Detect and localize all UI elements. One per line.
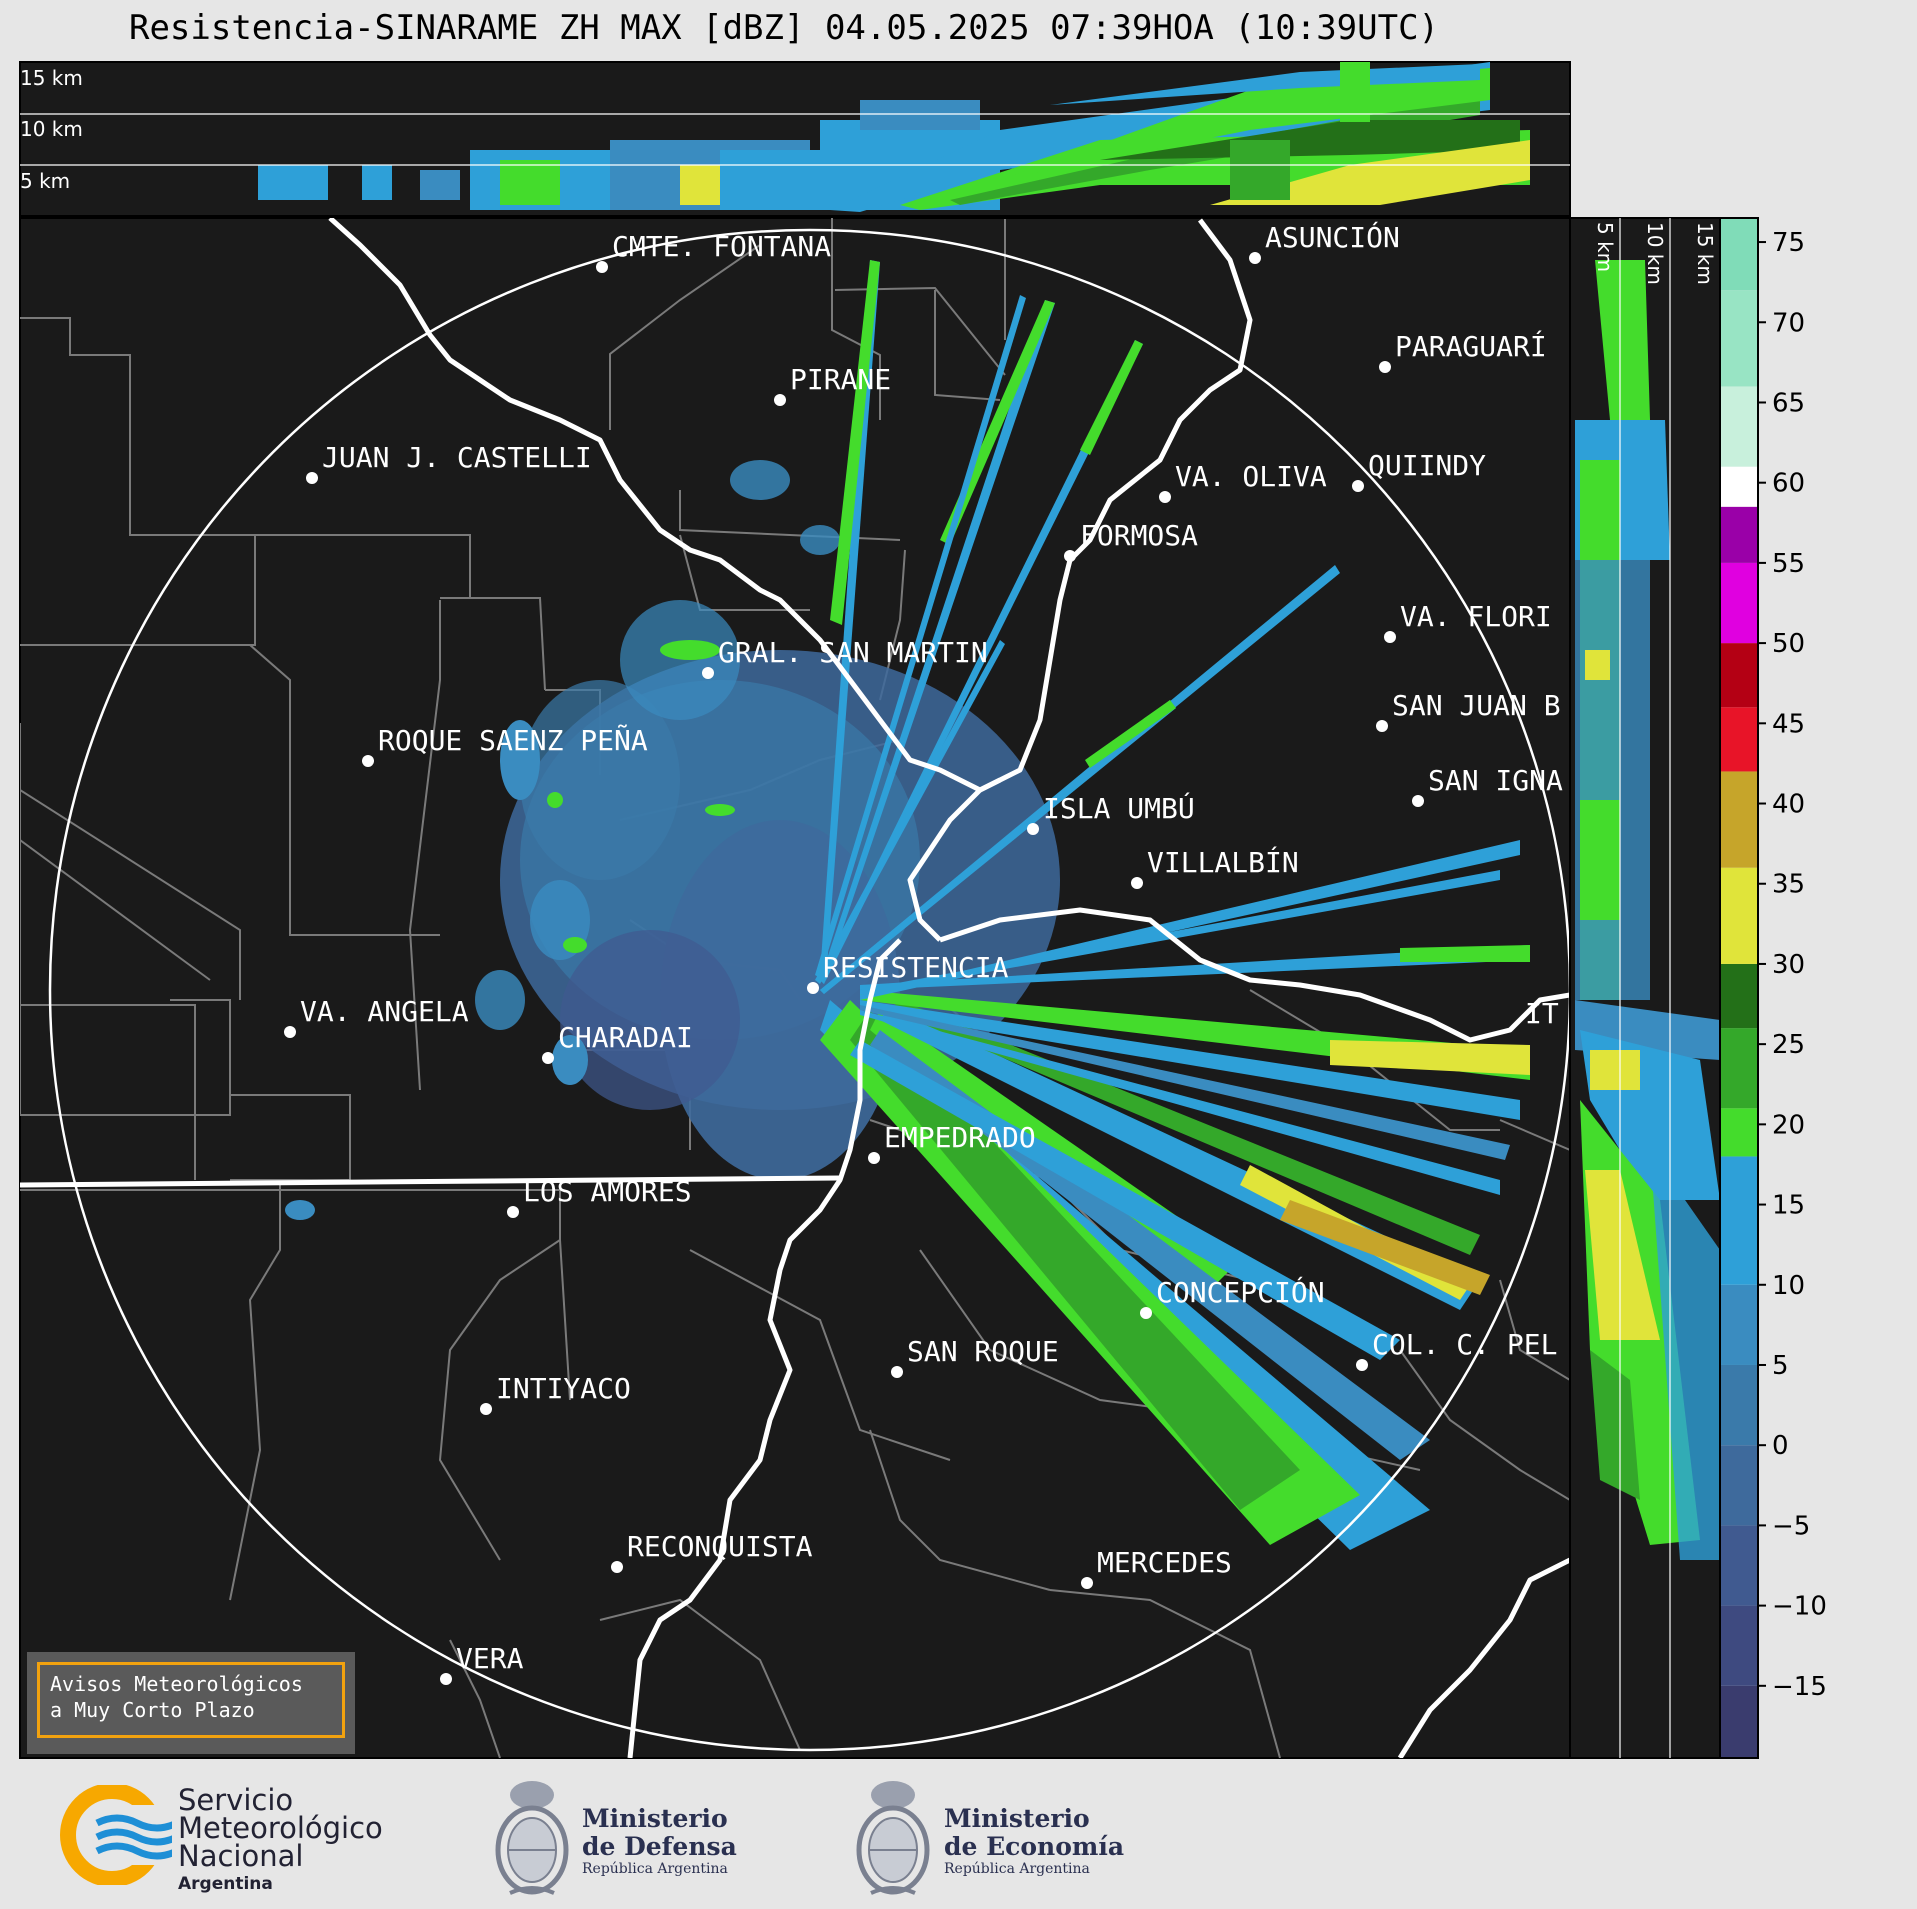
colorbar-tick-label: 75 <box>1772 228 1805 258</box>
colorbar-tick-label: 0 <box>1772 1431 1789 1461</box>
smn-name: Servicio Meteorológico Nacional Argentin… <box>178 1783 383 1895</box>
colorbar-tick-label: 70 <box>1772 308 1805 338</box>
colorbar-band <box>1720 466 1758 507</box>
city-label: VERA <box>456 1642 524 1675</box>
city-label: VA. ANGELA <box>300 995 469 1028</box>
aviso-line1: Avisos Meteorológicos <box>50 1672 303 1696</box>
aviso-line2: a Muy Corto Plazo <box>50 1698 255 1722</box>
colorbar-tick-label: 25 <box>1772 1030 1805 1060</box>
colorbar-band <box>1720 506 1758 563</box>
defensa-name: Ministerio de Defensa República Argentin… <box>582 1804 737 1878</box>
colorbar-tick-label: 50 <box>1772 629 1805 659</box>
city-label: QUIINDY <box>1368 449 1486 482</box>
defensa-logo <box>495 1775 570 1904</box>
side-label-5km: 5 km <box>1593 222 1617 272</box>
city-label: INTIYACO <box>496 1372 631 1405</box>
colorbar-tick-label: 5 <box>1772 1351 1789 1381</box>
city-label: JUAN J. CASTELLI <box>322 441 592 474</box>
city-label: RESISTENCIA <box>823 951 1009 984</box>
colorbar-tick-label: 15 <box>1772 1191 1805 1221</box>
side-height-panel: 5 km 10 km 15 km <box>1569 217 1721 1759</box>
top-label-5km: 5 km <box>20 169 70 193</box>
smn-emblem-icon <box>60 1783 179 1887</box>
colorbar-band <box>1720 1525 1758 1606</box>
colorbar-band <box>1720 707 1758 772</box>
colorbar-band <box>1720 1108 1758 1157</box>
colorbar-tick-label: −15 <box>1772 1672 1827 1702</box>
colorbar-tick-label: −5 <box>1772 1511 1810 1541</box>
city-label: FORMOSA <box>1080 519 1198 552</box>
colorbar-band <box>1720 562 1758 644</box>
colorbar-band <box>1720 290 1758 387</box>
city-label: IT <box>1525 997 1559 1030</box>
colorbar-tick-label: 45 <box>1772 709 1805 739</box>
colorbar-tick-label: −10 <box>1772 1592 1827 1622</box>
side-label-10km: 10 km <box>1643 222 1667 285</box>
colorbar-band <box>1720 1364 1758 1446</box>
city-markers: CMTE. FONTANA ASUNCIÓN PARAGUARÍ PIRANE … <box>284 220 1563 1685</box>
colorbar-tick-label: 55 <box>1772 549 1805 579</box>
city-label: ROQUE SAENZ PEÑA <box>378 723 648 757</box>
aviso-box[interactable]: Avisos Meteorológicos a Muy Corto Plazo <box>27 1652 355 1754</box>
city-label: VA. FLORI <box>1400 600 1552 633</box>
colorbar-band <box>1720 963 1758 1029</box>
radar-echoes <box>285 260 1530 1550</box>
colorbar-band <box>1720 771 1758 868</box>
colorbar-band <box>1720 643 1758 708</box>
city-label: GRAL. SAN MARTIN <box>718 636 988 669</box>
river-borders <box>20 218 1570 1758</box>
page-title: Resistencia-SINARAME ZH MAX [dBZ] 04.05.… <box>128 8 1440 48</box>
coat-of-arms-icon <box>495 1781 569 1895</box>
colorbar-band <box>1720 1685 1758 1758</box>
colorbar-band <box>1720 867 1758 964</box>
city-label: RECONQUISTA <box>627 1530 813 1563</box>
city-label: CONCEPCIÓN <box>1156 1275 1325 1309</box>
colorbar-tick-label: 40 <box>1772 790 1805 820</box>
colorbar-tick-label: 65 <box>1772 388 1805 418</box>
city-label: SAN JUAN B <box>1392 689 1561 722</box>
economia-name: Ministerio de Economía República Argenti… <box>944 1804 1125 1878</box>
city-label: LOS AMORES <box>523 1175 692 1208</box>
colorbar-tick-label: 60 <box>1772 469 1805 499</box>
city-label: VA. OLIVA <box>1175 460 1327 493</box>
city-label: PIRANE <box>790 363 891 396</box>
colorbar-band <box>1720 1284 1758 1365</box>
colorbar-band <box>1720 1028 1758 1109</box>
city-label: PARAGUARÍ <box>1395 329 1547 363</box>
city-label: SAN ROQUE <box>907 1335 1059 1368</box>
coat-of-arms-icon <box>856 1781 930 1895</box>
smn-logo <box>57 1783 179 1889</box>
radar-map: CMTE. FONTANA ASUNCIÓN PARAGUARÍ PIRANE … <box>19 217 1571 1759</box>
city-label: ISLA UMBÚ <box>1043 791 1195 825</box>
top-height-panel: 15 km 10 km 5 km <box>19 61 1571 217</box>
colorbar-tick-label: 10 <box>1772 1271 1805 1301</box>
colorbar-tick-label: 30 <box>1772 950 1805 980</box>
range-ring <box>48 228 1570 1752</box>
top-label-15km: 15 km <box>20 66 83 90</box>
city-label: CHARADAI <box>558 1021 693 1054</box>
city-label: CMTE. FONTANA <box>612 230 831 263</box>
city-label: VILLALBÍN <box>1147 845 1299 879</box>
city-label: EMPEDRADO <box>884 1121 1036 1154</box>
city-label: MERCEDES <box>1097 1546 1232 1579</box>
top-panel-echoes <box>258 62 1530 212</box>
colorbar-tick-label: 35 <box>1772 870 1805 900</box>
city-label: COL. C. PEL <box>1372 1328 1557 1361</box>
city-label: ASUNCIÓN <box>1265 220 1400 254</box>
side-label-15km: 15 km <box>1693 222 1717 285</box>
top-label-10km: 10 km <box>20 117 83 141</box>
city-label: SAN IGNA <box>1428 764 1563 797</box>
colorbar-band <box>1720 1445 1758 1526</box>
colorbar-tick-label: 20 <box>1772 1110 1805 1140</box>
colorbar-band <box>1720 1605 1758 1686</box>
city-dot <box>596 261 608 273</box>
economia-logo <box>856 1775 931 1904</box>
colorbar-band <box>1720 386 1758 467</box>
colorbar-band <box>1720 218 1758 291</box>
colorbar-band <box>1720 1156 1758 1285</box>
